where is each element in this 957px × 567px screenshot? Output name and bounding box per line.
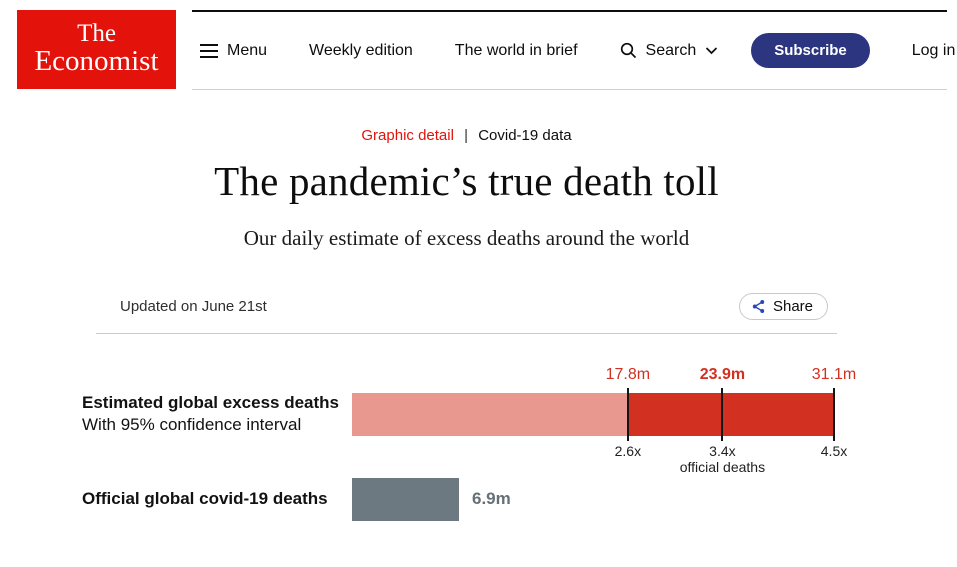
economist-logo[interactable]: The Economist — [17, 10, 176, 89]
multiple-label-ci-low: 2.6x — [614, 442, 642, 459]
login-label: Log in — [911, 41, 956, 59]
estimated-row-title: Estimated global excess deaths — [82, 393, 339, 412]
article-column: Graphic detail | Covid-19 data The pande… — [96, 127, 837, 334]
nav-world-in-brief[interactable]: The world in brief — [455, 42, 578, 60]
chevron-down-icon — [706, 47, 718, 55]
bar-segment-below-ci — [352, 392, 628, 436]
multiple-label-point-estimate: 3.4x — [709, 442, 736, 459]
weekly-edition-label: Weekly edition — [309, 41, 413, 59]
breadcrumb: Graphic detail | Covid-19 data — [96, 127, 837, 144]
site-header: The Economist Menu Weekly edition The wo… — [0, 0, 957, 100]
updated-timestamp: Updated on June 21st — [120, 297, 267, 315]
hamburger-icon — [200, 43, 218, 58]
estimated-row-subtitle: With 95% confidence interval — [82, 415, 302, 435]
multiple-label-ci-high: 4.5x — [820, 442, 848, 459]
breadcrumb-separator: | — [464, 127, 469, 144]
breadcrumb-section-link[interactable]: Graphic detail — [361, 127, 454, 144]
subscribe-button[interactable]: Subscribe — [751, 33, 870, 68]
official-deaths-note: official deaths — [679, 458, 766, 475]
horizontal-divider — [96, 333, 837, 334]
tick-point-estimate — [721, 387, 724, 441]
value-label-point-estimate: 23.9m — [699, 365, 746, 383]
tick-ci-high — [833, 387, 835, 441]
nav-weekly-edition[interactable]: Weekly edition — [309, 42, 413, 60]
world-in-brief-label: The world in brief — [454, 41, 578, 59]
estimated-row-label: Estimated global excess deaths With 95% … — [82, 392, 352, 437]
estimated-deaths-row: Estimated global excess deaths With 95% … — [82, 366, 957, 475]
excess-deaths-chart: Estimated global excess deaths With 95% … — [82, 366, 957, 521]
search-button[interactable]: Search — [620, 42, 719, 60]
search-label: Search — [645, 41, 697, 59]
share-button[interactable]: Share — [738, 292, 828, 320]
share-label: Share — [772, 297, 813, 315]
logo-text-line1: The — [77, 20, 116, 48]
estimated-bar-area: 17.8m 23.9m 31.1m 2.6x 3.4x 4.5x officia… — [352, 366, 856, 475]
login-button[interactable]: Log in — [912, 42, 956, 60]
search-icon — [620, 42, 636, 59]
official-row-title: Official global covid-19 deaths — [82, 489, 328, 509]
value-label-ci-high: 31.1m — [811, 365, 857, 383]
page-title: The pandemic’s true death toll — [214, 158, 719, 204]
value-label-ci-low: 17.8m — [605, 365, 651, 383]
menu-button[interactable]: Menu — [200, 42, 267, 60]
share-icon — [752, 299, 765, 313]
official-deaths-bar — [352, 477, 459, 521]
article-meta-row: Updated on June 21st Share — [96, 292, 837, 320]
top-navigation: Menu Weekly edition The world in brief S… — [192, 10, 955, 90]
official-deaths-value: 6.9m — [472, 489, 511, 509]
official-row-label: Official global covid-19 deaths — [82, 488, 352, 510]
logo-text-line2: Economist — [34, 45, 159, 78]
menu-label: Menu — [227, 41, 268, 59]
bar-segment-confidence-interval — [627, 392, 834, 436]
breadcrumb-topic-link[interactable]: Covid-19 data — [478, 127, 572, 144]
official-deaths-row: Official global covid-19 deaths 6.9m — [82, 477, 957, 521]
tick-ci-low — [626, 387, 629, 441]
page-subtitle: Our daily estimate of excess deaths arou… — [243, 226, 690, 250]
